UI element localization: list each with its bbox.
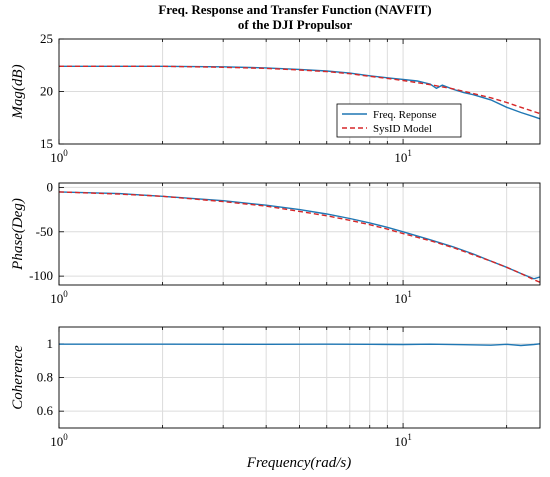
legend: Freq. Reponse SysID Model <box>336 103 462 138</box>
y-tick-label: 1 <box>47 336 54 351</box>
x-tick-label: 100 <box>50 432 68 449</box>
chart-title-line2: of the DJI Propulsor <box>238 17 352 32</box>
legend-label-model: SysID Model <box>373 123 432 135</box>
x-tick-label: 100 <box>50 148 68 165</box>
x-tick-label: 101 <box>394 289 412 306</box>
axes-box <box>58 326 541 429</box>
series-line-measured <box>59 343 541 347</box>
y-tick-label: -50 <box>36 224 53 239</box>
panel-coherence: 0.6 0.8 1 100 101 Coherence <box>10 326 541 449</box>
legend-box <box>336 103 462 138</box>
y-axis-label: Phase(Deg) <box>10 198 26 271</box>
panel-magnitude: 15 20 25 100 101 Mag(dB) Freq. Reponse SysID Mo… <box>10 31 541 165</box>
x-tick-label: 101 <box>394 432 412 449</box>
chart-title-line1: Freq. Response and Transfer Function (NA… <box>158 2 431 17</box>
x-axis-label: Frequency(rad/s) <box>246 455 351 471</box>
axes-box <box>58 182 541 286</box>
y-tick-label: 20 <box>40 84 53 99</box>
legend-label-measured: Freq. Reponse <box>373 109 437 121</box>
y-axis-label: Mag(dB) <box>10 64 26 119</box>
y-tick-label: 15 <box>40 136 53 151</box>
series-line-model <box>58 191 541 283</box>
y-tick-label: 25 <box>40 31 53 46</box>
series-line-measured <box>59 65 541 120</box>
x-tick-label: 100 <box>50 289 68 306</box>
axes-box <box>58 38 541 145</box>
y-tick-label: 0 <box>47 179 54 194</box>
y-tick-label: 0.6 <box>37 403 54 418</box>
series-line-model <box>59 65 541 115</box>
y-tick-label: -100 <box>29 268 53 283</box>
x-tick-label: 101 <box>394 148 412 165</box>
y-tick-label: 0.8 <box>37 370 53 385</box>
chart-panels: 15 20 25 100 101 Mag(dB) Freq. Reponse SysID Mo… <box>10 31 541 449</box>
y-axis-label: Coherence <box>10 345 26 410</box>
panel-phase: -100 -50 0 100 101 Phase(Deg) <box>10 179 541 306</box>
